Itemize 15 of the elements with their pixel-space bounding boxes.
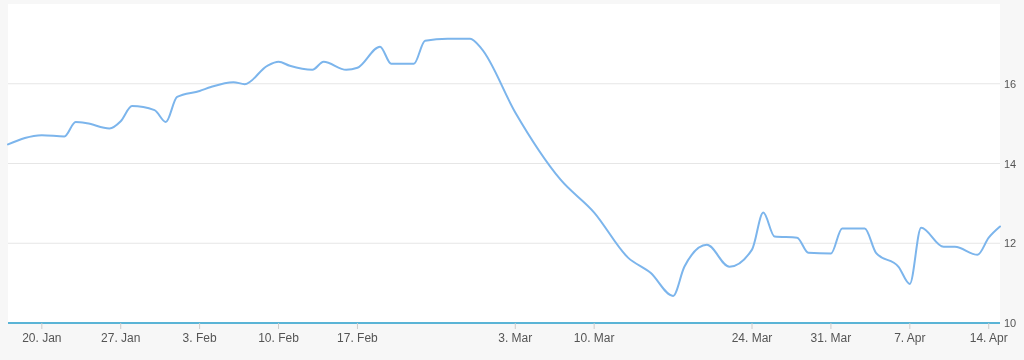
- x-tick-label: 10. Mar: [573, 331, 615, 345]
- y-tick-label: 14: [1004, 157, 1017, 170]
- x-tick-label: 20. Jan: [22, 331, 62, 345]
- x-tick-label: 14. Apr: [969, 331, 1008, 345]
- x-tick-label: 17. Feb: [337, 331, 379, 345]
- y-tick-label: 12: [1004, 237, 1017, 250]
- x-tick-label: 24. Mar: [731, 331, 773, 345]
- y-tick-label: 16: [1004, 77, 1017, 90]
- y-tick-label: 10: [1004, 317, 1017, 329]
- x-tick-label: 7. Apr: [894, 331, 926, 345]
- x-tick-label: 3. Feb: [182, 331, 217, 345]
- x-tick-label: 27. Jan: [101, 331, 141, 345]
- x-tick-label: 31. Mar: [810, 331, 852, 345]
- x-tick-label: 10. Feb: [258, 331, 300, 345]
- x-tick-label: 3. Mar: [498, 331, 533, 345]
